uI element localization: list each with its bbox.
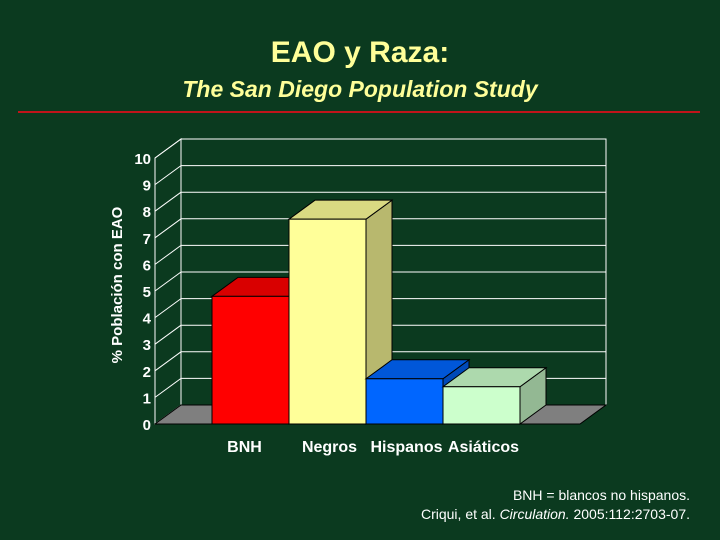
y-tick-label: 9 [143,178,151,195]
y-tick-label: 3 [143,337,151,354]
gridline-side [154,298,182,319]
y-tick-label: 6 [143,257,151,274]
x-tick-label: Hispanos [370,439,442,456]
slide-subtitle: The San Diego Population Study [182,76,538,102]
slide-title: EAO y Raza: [270,36,450,69]
citation: Criqui, et al. Circulation. 2005:112:270… [421,506,690,522]
abbreviation-note: BNH = blancos no hispanos. [512,487,690,503]
y-tick-label: 5 [143,284,151,301]
title-divider [18,111,700,113]
gridline-side [154,324,182,345]
gridline-side [154,218,182,239]
y-tick-label: 10 [134,151,151,168]
y-tick-label: 1 [143,390,151,407]
x-tick-labels: BNH Negros Hispanos Asiáticos [227,439,519,456]
x-tick-label: Negros [302,439,357,456]
y-axis-label: % Población con EAO [109,206,126,363]
y-tick-label: 2 [143,364,151,381]
y-tick-label: 0 [143,417,151,434]
x-tick-label: Asiáticos [448,439,519,456]
y-tick-label: 8 [143,204,151,221]
x-tick-label: BNH [227,439,262,456]
gridline-side [154,138,182,159]
gridline-side [154,377,182,398]
y-tick-label: 4 [143,311,152,328]
bar-front [365,378,444,425]
gridline-side [154,271,182,292]
citation-authors: Criqui, et al. [420,506,500,522]
citation-journal: Circulation. [499,506,570,522]
citation-details: 2005:112:2703-07. [569,506,690,522]
gridline-side [154,191,182,212]
gridline-side [154,351,182,372]
y-tick-labels: 0 1 2 3 4 5 6 7 8 9 10 [134,151,151,434]
gridline-side [154,165,182,186]
y-tick-label: 7 [143,231,151,248]
bar-front [288,218,367,425]
bar [441,366,548,425]
chart-bars [210,199,548,425]
bar-front [442,386,521,425]
gridline-side [154,244,182,265]
bar-front [211,295,290,425]
